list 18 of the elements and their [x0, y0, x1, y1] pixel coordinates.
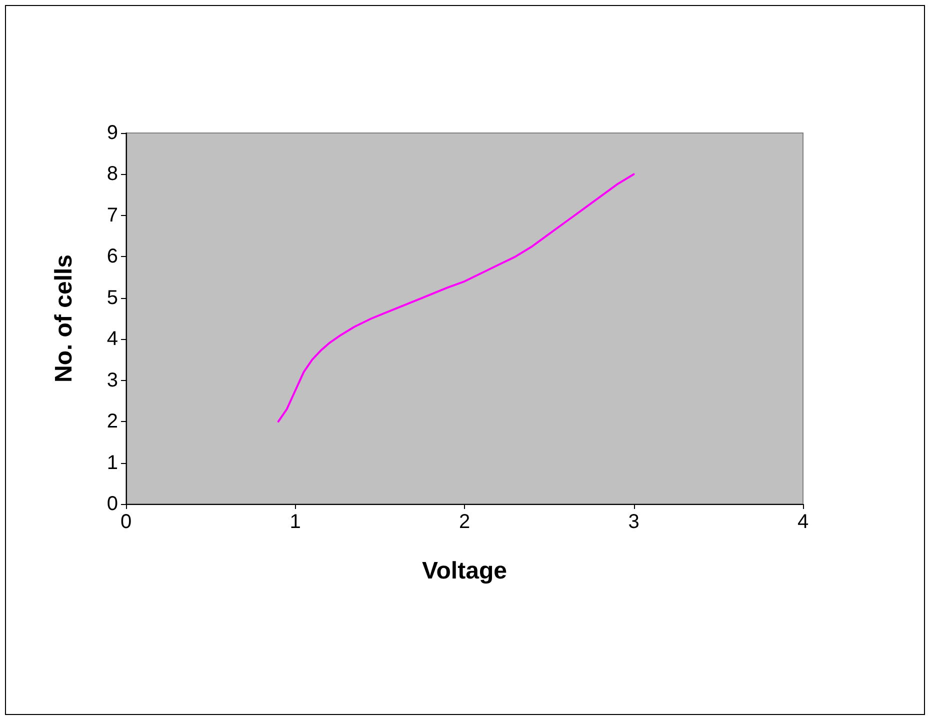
y-axis-title: No. of cells	[50, 254, 78, 383]
y-tick-label: 6	[106, 246, 118, 268]
x-tick-label: 1	[290, 511, 301, 533]
line-series	[277, 173, 635, 423]
x-tick-label: 2	[458, 511, 470, 533]
y-tick-label: 5	[106, 286, 118, 309]
x-tick-label: 0	[120, 511, 132, 533]
x-axis-title: Voltage	[422, 558, 507, 584]
x-tick-label: 3	[628, 511, 640, 533]
y-tick-label: 2	[106, 410, 118, 433]
y-tick-label: 4	[106, 328, 118, 350]
y-tick-label: 8	[106, 163, 118, 186]
y-tick-label: 0	[106, 493, 118, 515]
y-tick-label: 1	[106, 452, 118, 474]
y-tick-label: 7	[106, 204, 118, 226]
y-tick-label: 3	[106, 369, 118, 392]
x-tick-label: 4	[797, 511, 809, 533]
y-tick-label: 9	[106, 122, 118, 144]
